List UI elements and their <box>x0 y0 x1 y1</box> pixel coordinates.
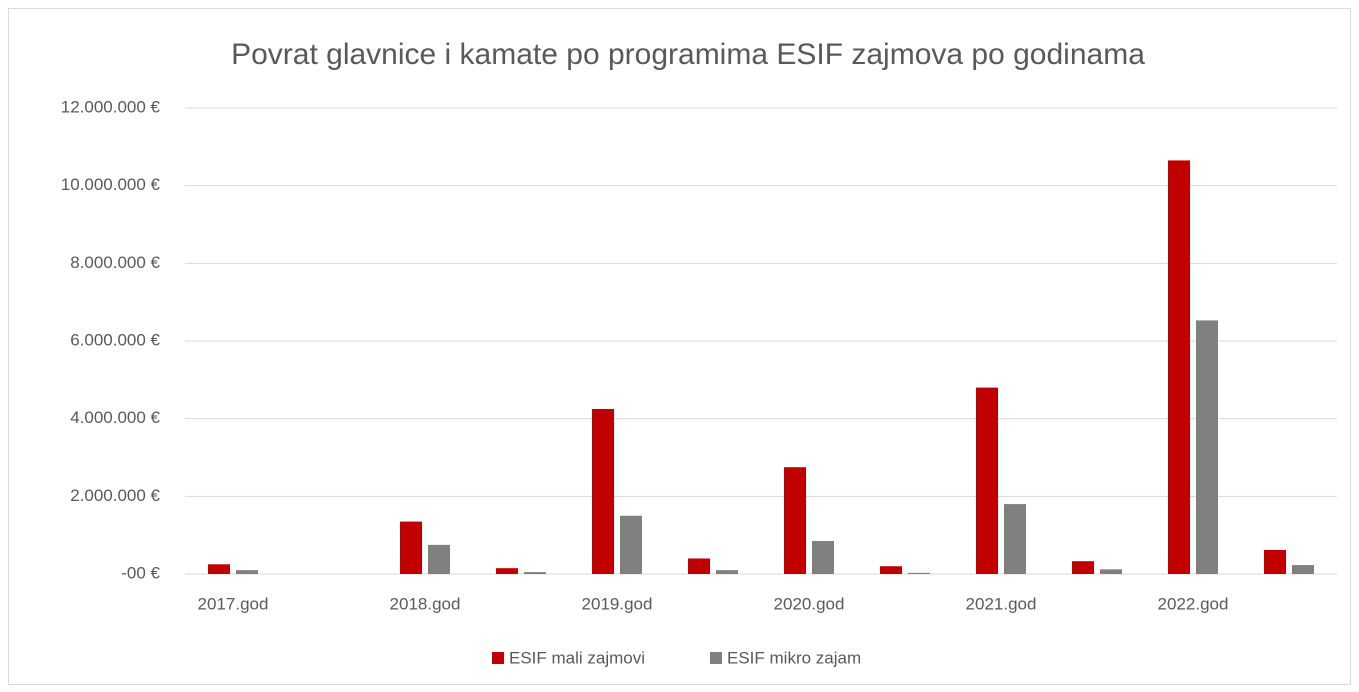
y-tick-label: 12.000.000 € <box>61 97 161 116</box>
y-tick-label: -00 € <box>121 563 160 582</box>
chart-border <box>8 8 1351 685</box>
x-tick-label: 2017.god <box>198 594 269 613</box>
chart-title: Povrat glavnice i kamate po programima E… <box>231 38 1145 71</box>
bar <box>496 568 518 574</box>
y-tick-label: 4.000.000 € <box>70 408 160 427</box>
x-tick-label: 2020.god <box>774 594 845 613</box>
bar <box>688 558 710 574</box>
bar <box>1072 561 1094 574</box>
bar <box>1004 504 1026 574</box>
bar <box>236 570 258 574</box>
bar <box>400 521 422 574</box>
bar <box>976 387 998 574</box>
bar <box>620 515 642 574</box>
bar <box>524 572 546 574</box>
y-tick-label: 8.000.000 € <box>70 253 160 272</box>
bar <box>716 570 738 574</box>
x-tick-label: 2018.god <box>390 594 461 613</box>
bar <box>880 566 902 574</box>
bar <box>812 540 834 574</box>
bar <box>784 467 806 574</box>
legend-swatch <box>710 652 722 664</box>
bar <box>1196 320 1218 574</box>
y-tick-label: 2.000.000 € <box>70 486 160 505</box>
y-tick-label: 10.000.000 € <box>61 175 161 194</box>
legend-label: ESIF mikro zajam <box>727 648 861 667</box>
y-tick-label: 6.000.000 € <box>70 330 160 349</box>
bar <box>908 572 930 574</box>
legend-swatch <box>492 652 504 664</box>
x-tick-label: 2021.god <box>966 594 1037 613</box>
legend-label: ESIF mali zajmovi <box>509 648 645 667</box>
bar <box>208 564 230 574</box>
bar <box>1264 549 1286 574</box>
bar <box>592 408 614 574</box>
bar <box>1168 160 1190 575</box>
bar <box>428 544 450 574</box>
x-tick-label: 2019.god <box>582 594 653 613</box>
x-tick-label: 2022.god <box>1158 594 1229 613</box>
bar <box>1100 569 1122 574</box>
bar <box>1292 565 1314 574</box>
